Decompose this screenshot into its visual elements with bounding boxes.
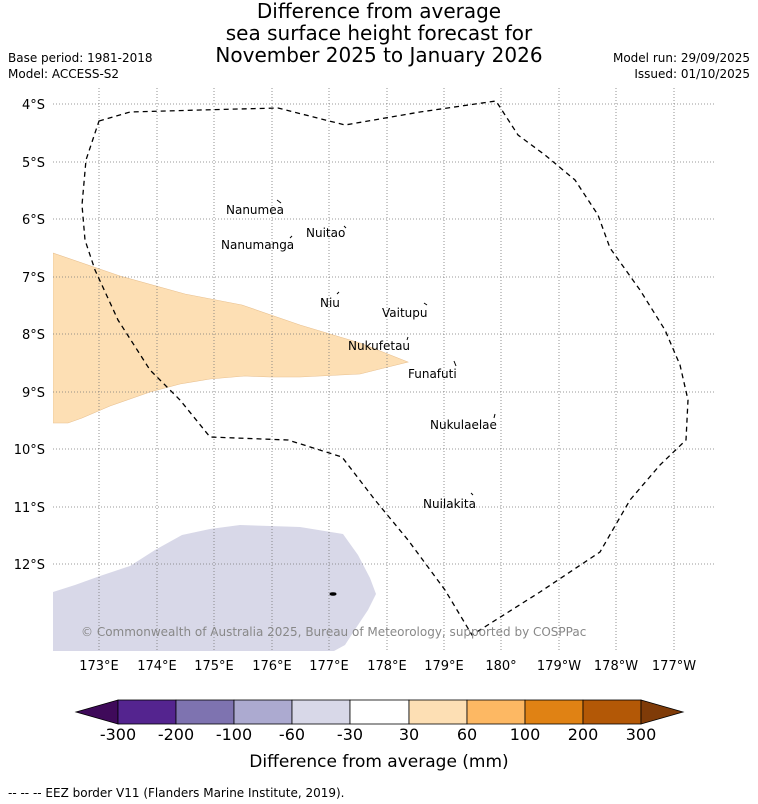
colorbar-tick-label: 60 xyxy=(456,725,478,744)
colorbar-tick-label: -30 xyxy=(336,725,364,744)
island-label-funafuti: Funafuti xyxy=(408,367,457,381)
lat-label: 10°S xyxy=(14,443,45,458)
meta-left: Base period: 1981-2018 Model: ACCESS-S2 xyxy=(8,50,153,82)
colorbar-swatch xyxy=(582,699,642,725)
colorbar-tick-label: -300 xyxy=(99,725,137,744)
lon-label: 174°E xyxy=(137,659,177,674)
lon-label: 179°W xyxy=(537,659,581,674)
colorbar-tick-label: -200 xyxy=(157,725,195,744)
colorbar-title: Difference from average (mm) xyxy=(249,752,509,772)
island-label-nuitao: Nuitao xyxy=(306,226,345,240)
map-area: Nanumea Nuitao Nanumanga Niu Vaitupu Nuk… xyxy=(53,88,714,651)
colorbar-tick-label: 300 xyxy=(625,725,657,744)
colorbar-tick-label: -60 xyxy=(278,725,306,744)
colorbar-swatch xyxy=(408,699,468,725)
colorbar-tick-label: 100 xyxy=(509,725,541,744)
anomaly-region-negative xyxy=(53,525,376,651)
colorbar-swatch xyxy=(291,699,351,725)
lon-label: 175°E xyxy=(194,659,234,674)
anomaly-region-positive xyxy=(53,252,409,424)
island-label-nukufetau: Nukufetau xyxy=(348,339,410,353)
eez-border xyxy=(81,100,689,636)
lon-axis: 173°E 174°E 175°E 176°E 177°E 178°E 179°… xyxy=(79,659,696,674)
colorbar-tick-label: -100 xyxy=(215,725,253,744)
island-label-nukulaelae: Nukulaelae xyxy=(430,418,497,432)
island-marks xyxy=(276,199,496,596)
island-label-nanumea: Nanumea xyxy=(226,203,284,217)
title-line-3: November 2025 to January 2026 xyxy=(215,43,543,67)
copyright-notice: © Commonwealth of Australia 2025, Bureau… xyxy=(81,625,586,639)
lon-label: 178°W xyxy=(594,659,638,674)
lat-label: 11°S xyxy=(14,501,45,516)
island-label-vaitupu: Vaitupu xyxy=(382,306,428,320)
island-label-nanumanga: Nanumanga xyxy=(221,238,294,252)
lon-label: 180° xyxy=(485,659,516,674)
lon-label: 179°E xyxy=(424,659,464,674)
lon-gridlines xyxy=(98,88,675,651)
colorbar-swatch xyxy=(524,699,584,725)
title-line-2: sea surface height forecast for xyxy=(225,21,533,45)
colorbar-swatch xyxy=(466,699,526,725)
lat-label: 9°S xyxy=(22,386,45,401)
colorbar-tick-label: 200 xyxy=(567,725,599,744)
colorbar-swatch xyxy=(349,699,410,725)
colorbar-tick-label: 30 xyxy=(398,725,420,744)
island-label-niu: Niu xyxy=(320,296,340,310)
meta-right: Model run: 29/09/2025 Issued: 01/10/2025 xyxy=(613,50,750,82)
lat-label: 5°S xyxy=(22,156,45,171)
colorbar-swatch xyxy=(117,699,177,725)
colorbar-swatch xyxy=(233,699,293,725)
colorbar-extend-low xyxy=(74,699,119,725)
title-line-1: Difference from average xyxy=(256,0,502,23)
lat-label: 4°S xyxy=(22,98,45,113)
eez-legend: -- -- -- EEZ border V11 (Flanders Marine… xyxy=(8,786,345,800)
lat-label: 6°S xyxy=(22,213,45,228)
island-label-nuilakita: Nuilakita xyxy=(423,497,476,511)
lat-label: 7°S xyxy=(22,271,45,286)
lon-label: 177°E xyxy=(309,659,349,674)
chart-title: Difference from average sea surface heig… xyxy=(0,0,758,66)
lat-axis: 4°S 5°S 6°S 7°S 8°S 9°S 10°S 11°S 12°S xyxy=(14,98,45,573)
model-run: Model run: 29/09/2025 xyxy=(612,51,750,65)
lon-label: 178°E xyxy=(367,659,407,674)
lon-label: 176°E xyxy=(252,659,292,674)
colorbar xyxy=(74,699,685,725)
colorbar-extend-high xyxy=(640,699,685,725)
lat-label: 12°S xyxy=(14,558,45,573)
model-name: Model: ACCESS-S2 xyxy=(8,67,120,81)
colorbar-swatch xyxy=(175,699,235,725)
lat-label: 8°S xyxy=(22,328,45,343)
issued-date: Issued: 01/10/2025 xyxy=(634,67,750,81)
base-period: Base period: 1981-2018 xyxy=(8,51,153,65)
lon-label: 177°W xyxy=(652,659,696,674)
lat-gridlines xyxy=(53,103,714,565)
lon-label: 173°E xyxy=(79,659,119,674)
